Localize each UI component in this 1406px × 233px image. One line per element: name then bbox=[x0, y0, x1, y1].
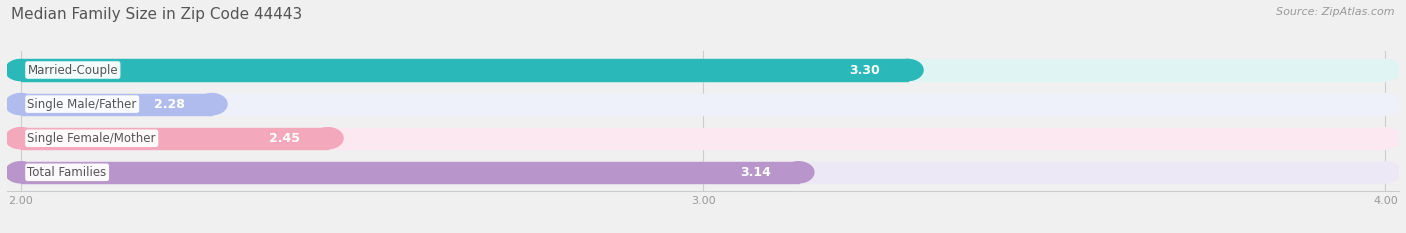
Ellipse shape bbox=[1369, 59, 1400, 81]
Bar bbox=[21, 93, 1385, 115]
Text: 2.28: 2.28 bbox=[153, 98, 184, 111]
Text: Single Female/Mother: Single Female/Mother bbox=[28, 132, 156, 145]
Ellipse shape bbox=[1369, 128, 1400, 149]
Bar bbox=[21, 59, 908, 81]
Bar bbox=[21, 93, 212, 115]
Text: 3.14: 3.14 bbox=[741, 166, 772, 179]
Ellipse shape bbox=[6, 128, 37, 149]
Ellipse shape bbox=[6, 162, 37, 183]
Ellipse shape bbox=[6, 59, 37, 81]
Text: Married-Couple: Married-Couple bbox=[28, 64, 118, 76]
Bar bbox=[21, 128, 328, 149]
Ellipse shape bbox=[312, 128, 343, 149]
Ellipse shape bbox=[1369, 93, 1400, 115]
Text: Total Families: Total Families bbox=[28, 166, 107, 179]
Ellipse shape bbox=[6, 93, 37, 115]
Text: 2.45: 2.45 bbox=[270, 132, 301, 145]
Text: 3.30: 3.30 bbox=[849, 64, 880, 76]
Bar bbox=[21, 128, 1385, 149]
Bar bbox=[21, 59, 1385, 81]
Ellipse shape bbox=[197, 93, 228, 115]
Ellipse shape bbox=[893, 59, 924, 81]
Ellipse shape bbox=[6, 59, 37, 81]
Bar bbox=[21, 162, 799, 183]
Text: Single Male/Father: Single Male/Father bbox=[28, 98, 136, 111]
Ellipse shape bbox=[6, 128, 37, 149]
Ellipse shape bbox=[6, 93, 37, 115]
Text: Median Family Size in Zip Code 44443: Median Family Size in Zip Code 44443 bbox=[11, 7, 302, 22]
Bar bbox=[21, 162, 1385, 183]
Ellipse shape bbox=[1369, 162, 1400, 183]
Text: Source: ZipAtlas.com: Source: ZipAtlas.com bbox=[1277, 7, 1395, 17]
Ellipse shape bbox=[6, 162, 37, 183]
Ellipse shape bbox=[783, 162, 814, 183]
